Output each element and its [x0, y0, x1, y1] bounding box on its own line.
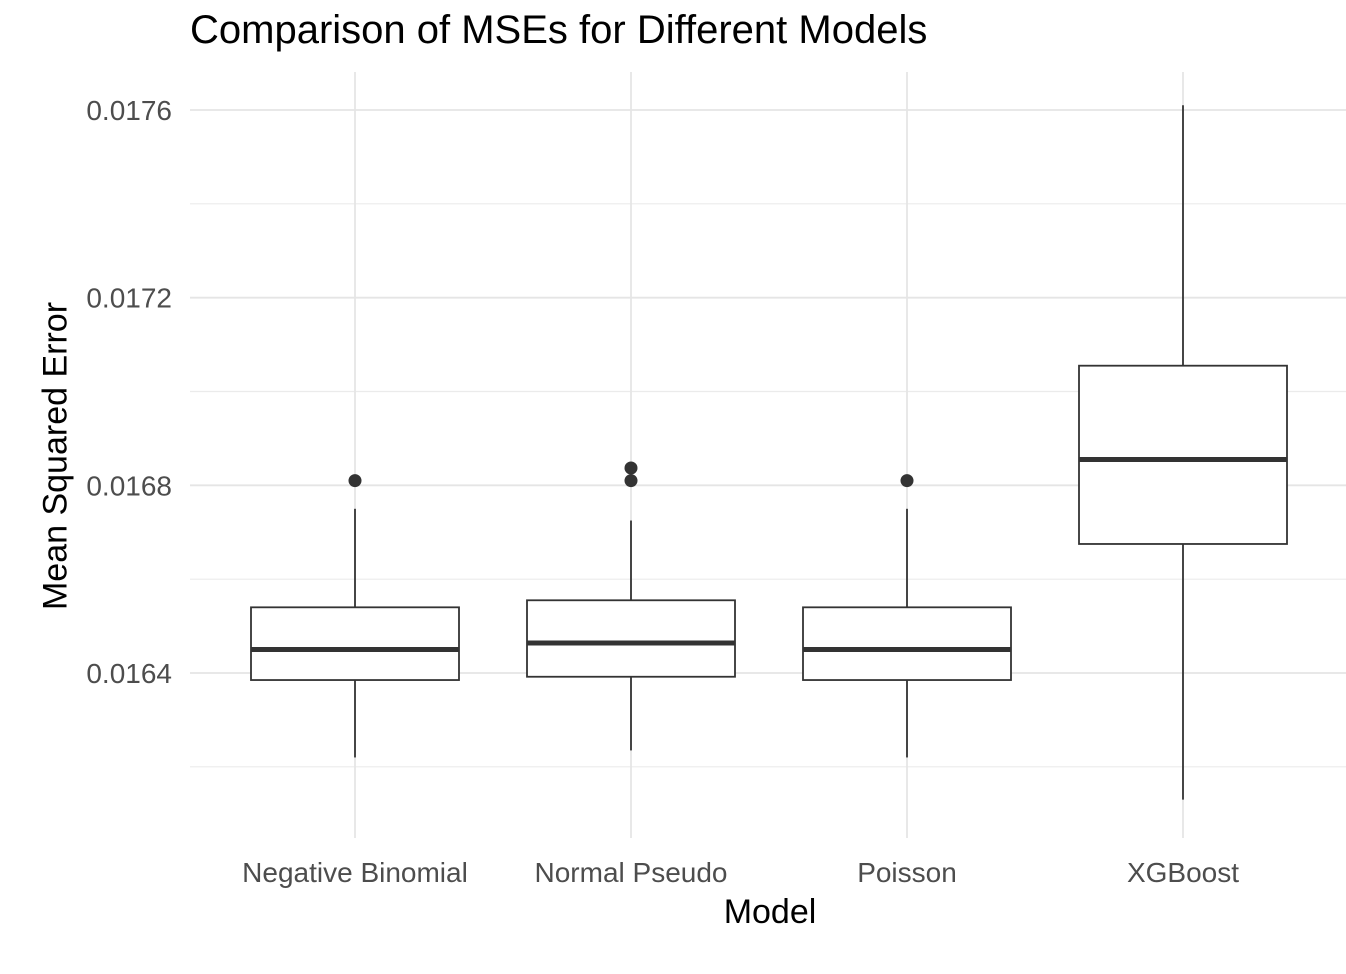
- x-axis-label: Model: [723, 893, 817, 931]
- x-tick-label: XGBoost: [1127, 857, 1239, 888]
- box-iqr: [526, 599, 736, 678]
- box-1: [250, 474, 460, 758]
- outlier-point: [900, 474, 914, 488]
- x-tick-label: Normal Pseudo: [535, 857, 728, 888]
- x-tick-label: Poisson: [857, 857, 957, 888]
- box-iqr: [1078, 364, 1288, 545]
- outlier-point: [624, 474, 638, 488]
- outlier-point: [624, 461, 638, 475]
- x-tick-label: Negative Binomial: [242, 857, 468, 888]
- y-tick-label: 0.0172: [86, 283, 172, 314]
- y-tick-label: 0.0176: [86, 95, 172, 126]
- x-tick-labels: Negative Binomial Normal Pseudo Poisson XGB…: [242, 857, 1239, 888]
- boxes: [250, 105, 1288, 800]
- outlier-point: [348, 474, 362, 488]
- y-tick-label: 0.0168: [86, 470, 172, 501]
- box-2: [526, 461, 736, 751]
- chart-title: Comparison of MSEs for Different Models: [190, 8, 928, 52]
- y-tick-labels: 0.0164 0.0168 0.0172 0.0176: [86, 95, 172, 689]
- y-tick-label: 0.0164: [86, 658, 172, 689]
- box-4: [1078, 105, 1288, 800]
- box-3: [802, 474, 1012, 758]
- box-iqr: [250, 606, 460, 681]
- box-iqr: [802, 606, 1012, 681]
